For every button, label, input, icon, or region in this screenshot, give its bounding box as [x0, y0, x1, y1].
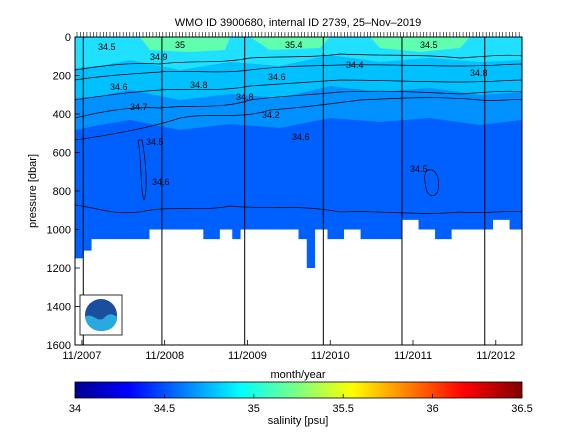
- colorbar-ticks: 34 34.5 35 35.5 36 36.5: [69, 394, 533, 415]
- y-tick-label: 600: [53, 148, 71, 160]
- profile-lines: [82, 37, 486, 345]
- x-axis-title: month/year: [270, 369, 325, 381]
- noaa-logo: [79, 294, 123, 336]
- x-tick-label: 11/2012: [476, 350, 515, 362]
- y-tick-label: 400: [53, 109, 71, 121]
- x-tick-label: 11/2010: [311, 350, 350, 362]
- colorbar-tick-label: 35.5: [332, 403, 353, 415]
- contour-label: 34.6: [110, 82, 128, 92]
- colorbar-tick-label: 36: [426, 403, 438, 415]
- contour-eddy: [424, 169, 439, 197]
- top-tick-marks: [76, 32, 520, 37]
- y-tick-label: 0: [65, 32, 71, 44]
- colorbar: 34 34.5 35 35.5 36 36.5 salinity [psu]: [69, 381, 533, 427]
- contour-label: 34.8: [470, 68, 488, 78]
- contour-label: 34.4: [346, 60, 364, 70]
- contour-label: 34.9: [150, 52, 168, 62]
- contour-label: 34.2: [262, 110, 280, 120]
- y-tick-label: 1000: [47, 225, 71, 237]
- surface-salinity-layer: [140, 37, 470, 52]
- contour-line-34-7: [75, 90, 522, 119]
- y-tick-label: 800: [53, 186, 71, 198]
- contour-line-34-9: [75, 63, 522, 81]
- x-tick-label: 11/2008: [145, 350, 184, 362]
- contour-label: 35: [175, 40, 185, 50]
- contour-line-35: [75, 53, 522, 71]
- y-tick-label: 1600: [47, 340, 71, 352]
- x-tick-label: 11/2009: [228, 350, 267, 362]
- contour-blob: [137, 139, 147, 201]
- x-axis: 11/2007 11/2008 11/2009 11/2010 11/2011 11/20…: [62, 340, 515, 362]
- contour-line-34-6: [75, 97, 522, 141]
- y-tick-label: 200: [53, 71, 71, 83]
- contour-line-34-5: [75, 204, 522, 214]
- colorbar-tick-label: 35: [248, 403, 260, 415]
- plot-area: 34.534.634.734.834.935 35.4 34.534.534.634…: [74, 32, 523, 346]
- contour-label: 34.8: [236, 92, 254, 102]
- contour-labels: 34.534.634.734.834.935 35.4 34.534.534.634…: [98, 40, 488, 187]
- x-tick-label: 11/2011: [394, 350, 432, 362]
- colorbar-tick-label: 34: [69, 403, 81, 415]
- contour-line-34-8: [75, 79, 522, 101]
- contour-label: 34.5: [146, 137, 164, 147]
- colorbar-gradient: [74, 381, 523, 399]
- contour-lines: [75, 53, 522, 214]
- y-axis: 0 200 400 600 800 1000 1200 1400 1600: [47, 32, 80, 352]
- y-tick-label: 1400: [47, 302, 71, 314]
- contour-label: 35.4: [285, 40, 303, 50]
- no-data-region: [75, 219, 522, 345]
- contour-label: 34.7: [130, 102, 148, 112]
- contour-label: 34.6: [268, 72, 286, 82]
- contour-label: 34.5: [410, 164, 428, 174]
- y-axis-title: pressure [dbar]: [27, 154, 39, 228]
- contour-label: 34.6: [152, 177, 170, 187]
- y-tick-label: 1200: [47, 263, 71, 275]
- contour-label: 34.5: [98, 42, 116, 52]
- contour-label: 34.8: [190, 80, 208, 90]
- contour-label: 34.6: [292, 132, 310, 142]
- colorbar-tick-label: 36.5: [511, 403, 532, 415]
- colorbar-label: salinity [psu]: [268, 415, 329, 427]
- chart-title: WMO ID 3900680, internal ID 2739, 25–Nov…: [175, 17, 421, 29]
- x-tick-label: 11/2007: [62, 350, 101, 362]
- colorbar-tick-label: 34.5: [154, 403, 175, 415]
- contour-label: 34.5: [420, 40, 438, 50]
